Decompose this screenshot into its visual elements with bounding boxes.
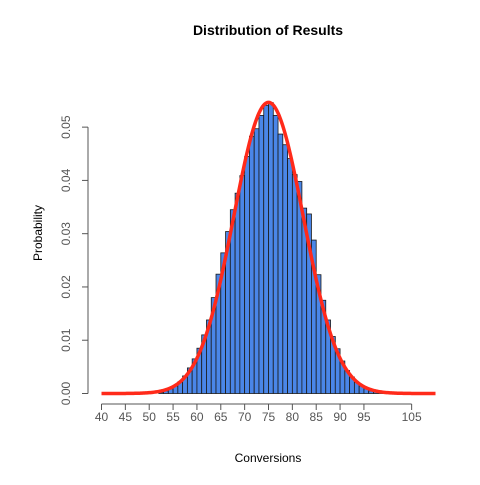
histogram-bar [282, 144, 288, 394]
histogram-bar [234, 192, 241, 394]
x-tick-label: 60 [190, 410, 204, 424]
x-tick-label: 95 [357, 410, 371, 424]
x-tick-label: 55 [166, 410, 180, 424]
histogram-bar [249, 135, 255, 394]
y-tick-label: 0.05 [59, 115, 73, 139]
fit-curve-layer [100, 100, 437, 396]
x-tick-label: 65 [214, 410, 228, 424]
histogram-bar [253, 128, 260, 394]
x-axis-title: Conversions [235, 451, 302, 465]
y-tick-label: 0.00 [59, 381, 73, 405]
histogram-bar [287, 158, 293, 394]
y-tick-label: 0.02 [59, 275, 73, 299]
x-axis: 40 45 50 55 60 65 70 75 80 85 90 95 105 [95, 403, 422, 424]
histogram-bar [291, 174, 298, 394]
y-axis: 0.00 0.01 0.02 0.03 0.04 0.05 [59, 115, 89, 405]
x-tick-label: 40 [95, 410, 109, 424]
histogram-bar [268, 102, 274, 394]
x-tick-label: 45 [119, 410, 133, 424]
x-tick-label: 50 [143, 410, 157, 424]
chart-title: Distribution of Results [193, 22, 343, 38]
x-tick-label: 105 [402, 410, 422, 424]
y-tick-label: 0.03 [59, 222, 73, 246]
histogram-bar [239, 175, 246, 394]
x-tick-label: 90 [333, 410, 347, 424]
x-tick-label: 85 [310, 410, 324, 424]
histogram-bar [277, 133, 284, 394]
normal-fit-curve [100, 100, 437, 396]
histogram-bar [258, 115, 265, 394]
histogram-bar [263, 104, 269, 394]
y-tick-label: 0.01 [59, 328, 73, 352]
x-tick-label: 70 [238, 410, 252, 424]
y-axis-title: Probability [31, 205, 45, 261]
histogram-bars [158, 102, 389, 394]
x-tick-label: 80 [286, 410, 300, 424]
y-tick-label: 0.04 [59, 168, 73, 192]
histogram-bar [272, 115, 279, 394]
histogram-bar [244, 156, 250, 394]
x-tick-label: 75 [262, 410, 276, 424]
